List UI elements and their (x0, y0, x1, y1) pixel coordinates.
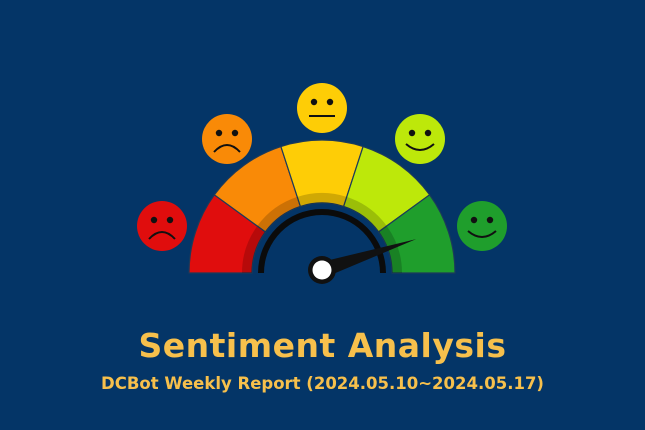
face-eye (150, 216, 158, 224)
gauge-segment-shade (242, 225, 266, 273)
face-mouth (148, 231, 176, 240)
face-neutral-icon (297, 83, 347, 133)
face-happy-icon (395, 114, 445, 164)
face-eye (470, 216, 478, 224)
needle-knob (312, 260, 332, 280)
face-circle (297, 83, 347, 133)
face-sad-icon (202, 114, 252, 164)
gauge-segment-shade (257, 196, 301, 232)
report-subtitle: DCBot Weekly Report (2024.05.10~2024.05.… (101, 374, 544, 393)
face-eye (408, 129, 416, 137)
face-very-sad-icon (137, 201, 187, 251)
gauge-segment-shade (297, 193, 347, 207)
face-eye (326, 98, 334, 106)
face-mouth (467, 230, 497, 238)
face-eye (166, 216, 174, 224)
face-circle (137, 201, 187, 251)
face-eye (486, 216, 494, 224)
gauge-segment-shade (343, 196, 387, 232)
gauge-segment (377, 193, 456, 274)
face-mouth (405, 143, 435, 151)
face-circle (395, 114, 445, 164)
face-eye (215, 129, 223, 137)
face-eye (231, 129, 239, 137)
face-circle (457, 201, 507, 251)
page-title: Sentiment Analysis (138, 326, 507, 365)
face-very-happy-icon (457, 201, 507, 251)
gauge-needle (319, 239, 417, 278)
face-eye (310, 98, 318, 106)
face-circle (202, 114, 252, 164)
face-eye (424, 129, 432, 137)
face-mouth (213, 144, 241, 153)
